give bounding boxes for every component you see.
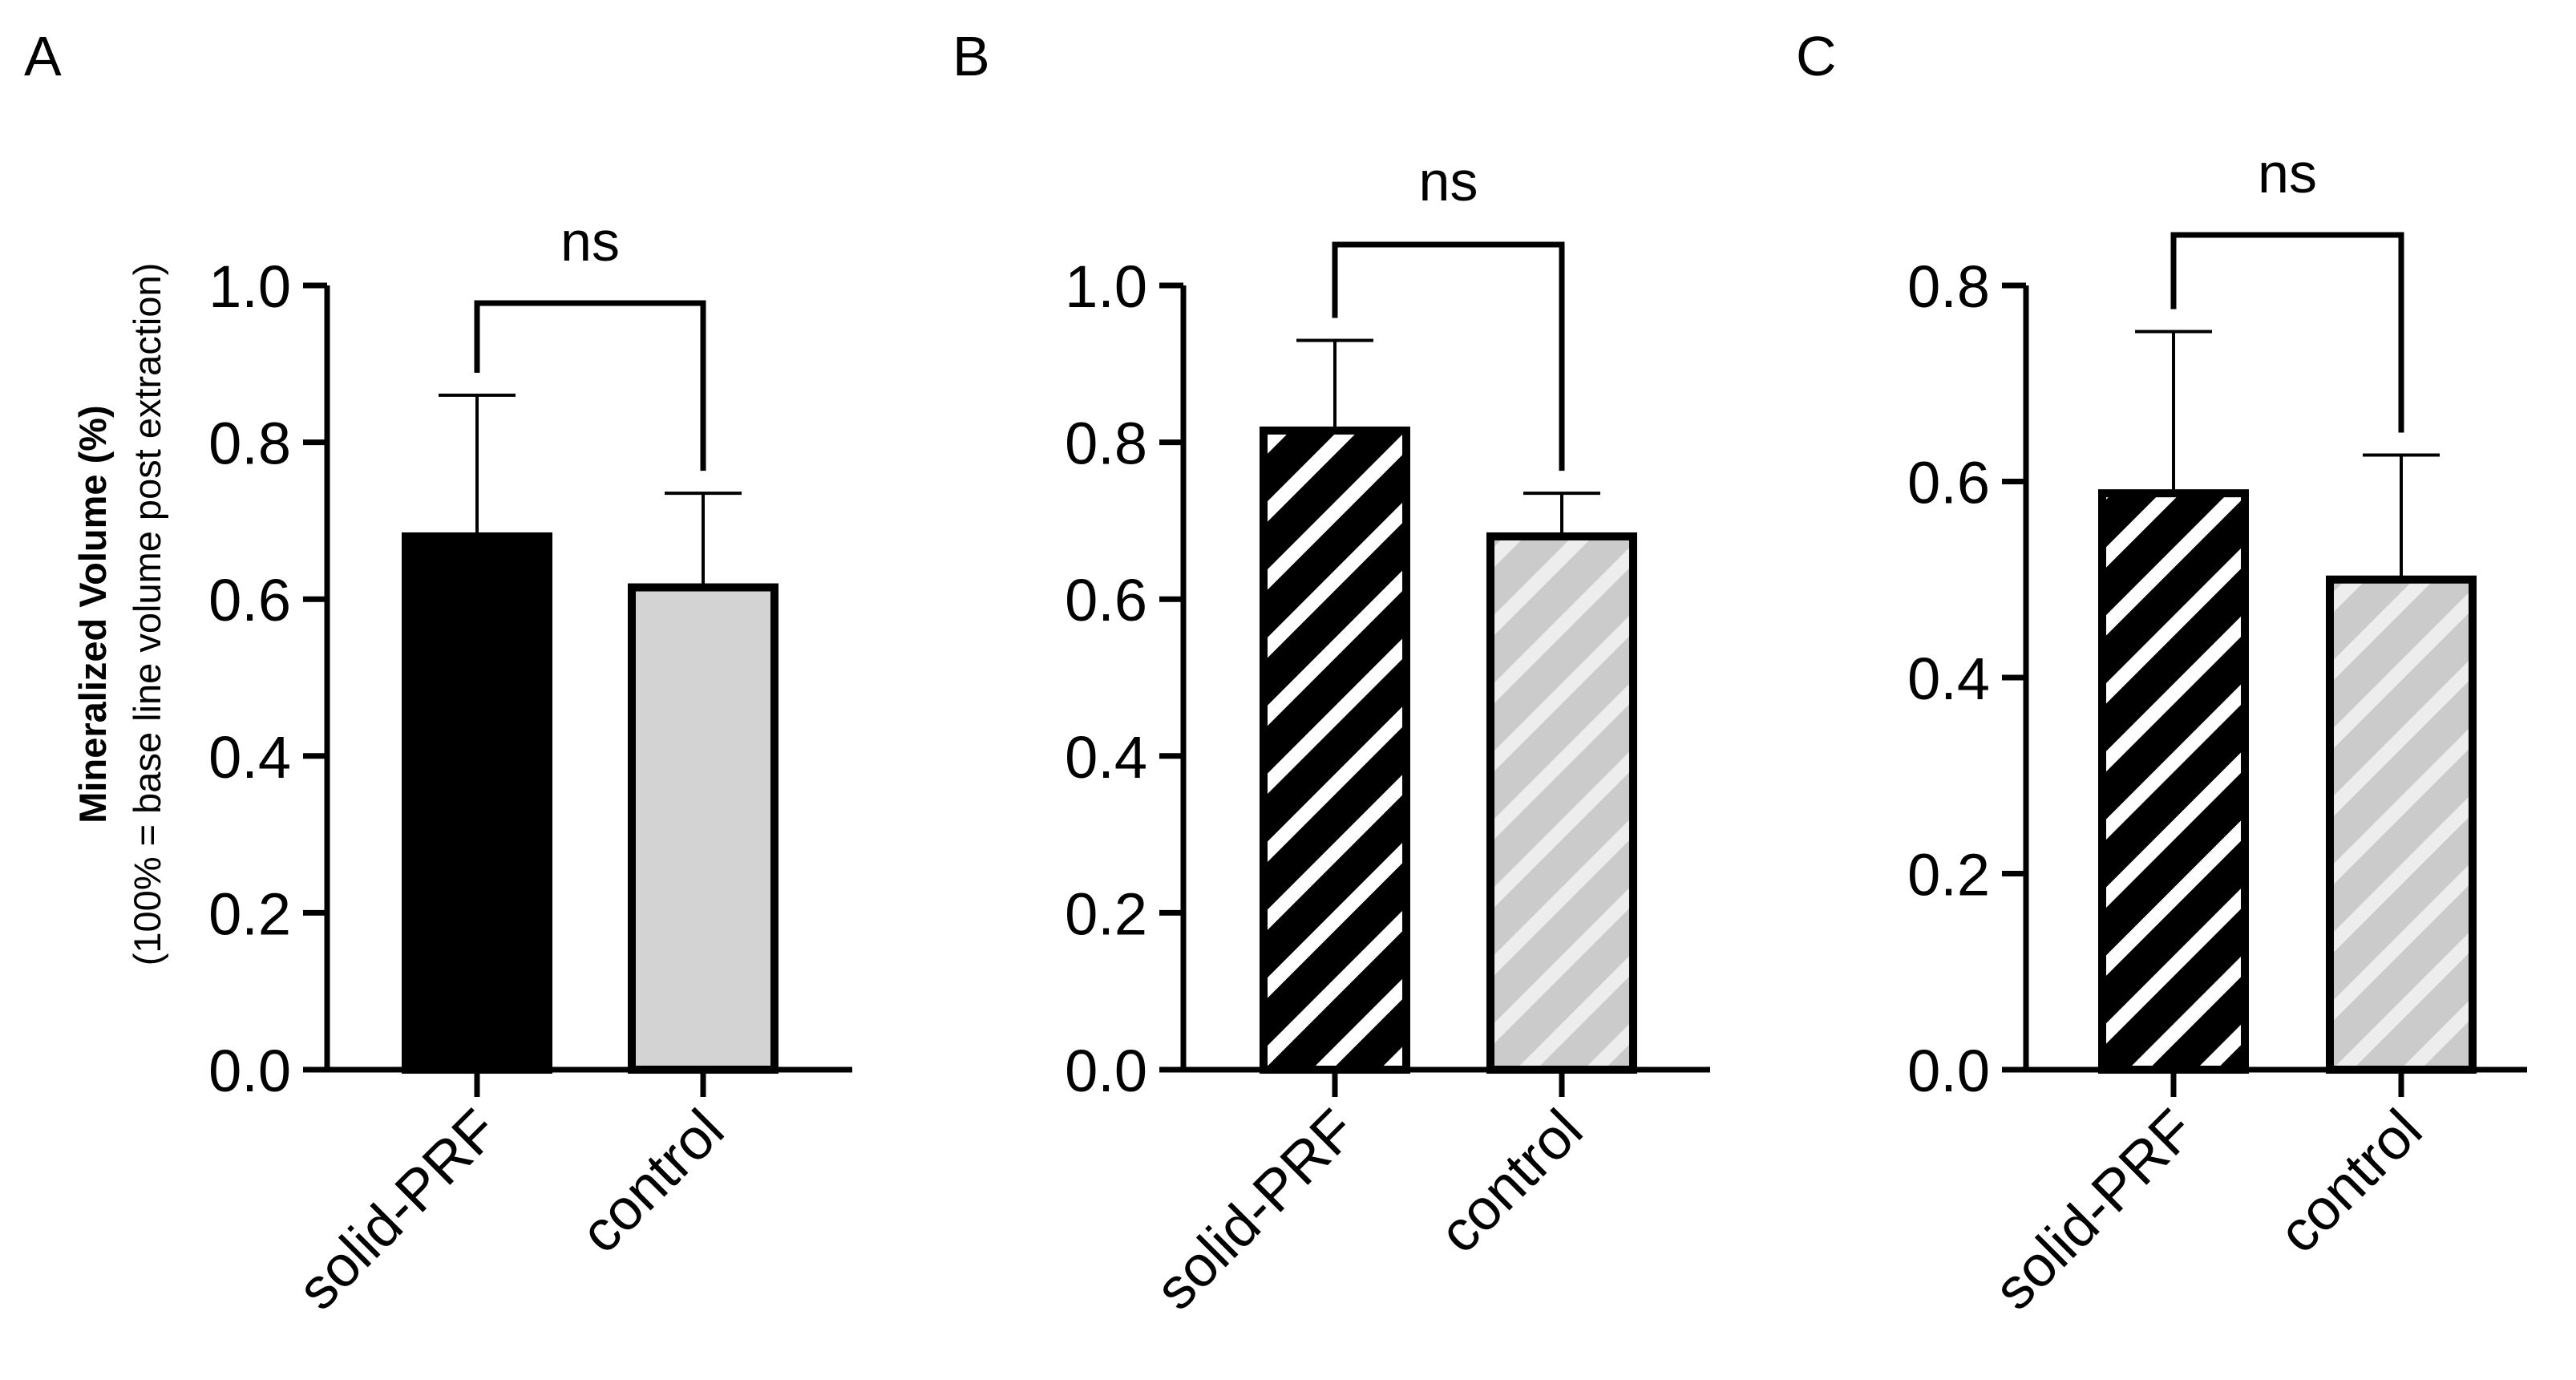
panel-c: C 0.0 0.2 0.4 0.6 0.8 solid-PRF control ns: [1796, 25, 2527, 1322]
y-tick-label: 0.4: [1065, 724, 1147, 791]
y-tick-label: 0.0: [208, 1038, 291, 1104]
y-tick-label: 0.0: [1907, 1038, 1990, 1104]
significance-bracket: [1332, 241, 1565, 471]
y-tick-label: 0.2: [1065, 880, 1147, 947]
y-axis-title: Mineralized Volume (%): [71, 405, 114, 823]
bar-solid-PRF: [1260, 426, 1410, 1074]
x-tick-label: solid-PRF: [285, 1098, 510, 1322]
y-tick-label: 1.0: [1065, 253, 1147, 320]
bar-control: [628, 583, 778, 1074]
x-tick-label: solid-PRF: [1143, 1098, 1368, 1322]
bar-solid-PRF: [402, 532, 552, 1074]
y-tick-label: 0.2: [1907, 842, 1990, 909]
significance-label: ns: [2258, 142, 2317, 204]
bar-control: [1486, 532, 1637, 1074]
x-tick-label: control: [2267, 1098, 2434, 1265]
panel-b: B 0.0 0.2 0.4 0.6 0.8 1.0 solid-PRF control ns: [952, 25, 1710, 1322]
panel-letter: A: [24, 25, 62, 87]
x-tick-label: solid-PRF: [1982, 1098, 2206, 1322]
bar-solid-PRF: [2098, 489, 2249, 1074]
significance-label: ns: [1419, 150, 1478, 212]
y-tick-label: 0.8: [208, 411, 291, 477]
y-tick-label: 0.4: [1907, 645, 1990, 712]
significance-label: ns: [560, 210, 620, 273]
panel-letter: C: [1796, 25, 1837, 87]
panel-letter: B: [952, 25, 990, 87]
y-tick-label: 0.2: [208, 880, 291, 947]
bar-control: [2326, 575, 2477, 1074]
y-tick-label: 0.4: [208, 724, 291, 791]
y-tick-label: 1.0: [208, 253, 291, 320]
y-tick-label: 0.0: [1065, 1038, 1147, 1104]
y-tick-label: 0.6: [1907, 450, 1990, 516]
significance-bracket: [474, 300, 706, 471]
y-axis-subtitle: (100% = base line volume post extraction…: [126, 263, 168, 966]
y-tick-label: 0.6: [208, 567, 291, 633]
panel-a: A Mineralized Volume (%) (100% = base li…: [24, 25, 852, 1322]
y-tick-label: 0.8: [1907, 253, 1990, 320]
y-tick-label: 0.6: [1065, 567, 1147, 633]
significance-bracket: [2170, 232, 2404, 433]
x-tick-label: control: [568, 1098, 736, 1265]
x-tick-label: control: [1427, 1098, 1595, 1265]
y-tick-label: 0.8: [1065, 411, 1147, 477]
